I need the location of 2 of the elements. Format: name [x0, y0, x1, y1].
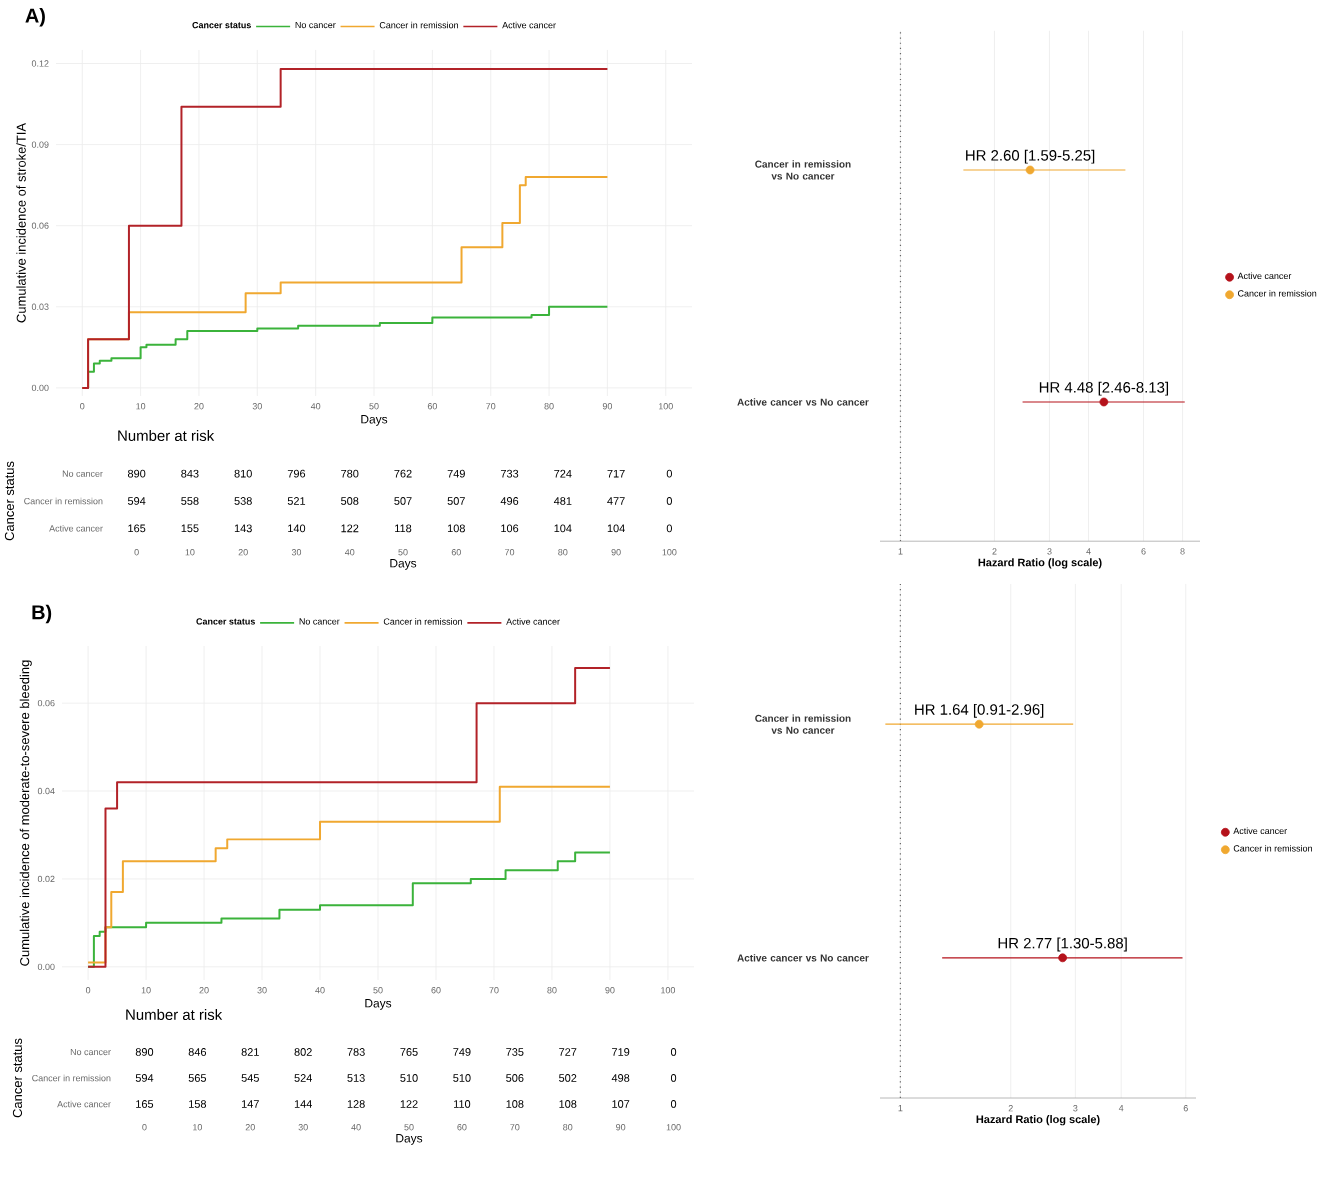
chart-title: B) — [32, 604, 52, 624]
chart-title: A) — [25, 7, 45, 27]
